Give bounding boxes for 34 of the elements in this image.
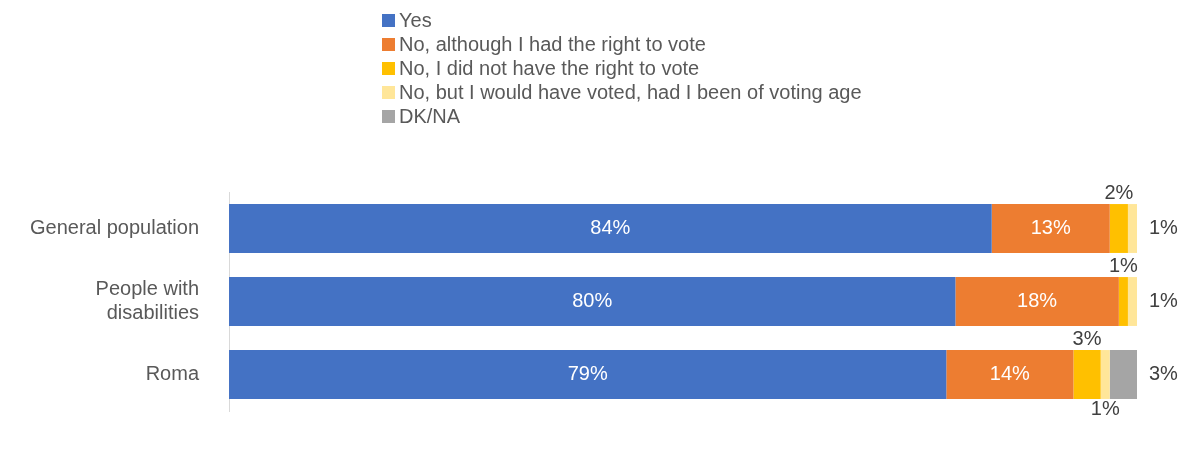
- bar: [1127, 204, 1137, 253]
- bar: [229, 277, 956, 326]
- data-label: 1%: [1149, 216, 1179, 239]
- bar: [955, 277, 1119, 326]
- bar: [229, 204, 992, 253]
- bar: [1073, 350, 1101, 399]
- data-label: 14%: [989, 362, 1031, 385]
- y-tick-label: Roma: [145, 362, 200, 385]
- data-label: 1%: [1090, 397, 1120, 420]
- legend-label: Yes: [399, 8, 432, 32]
- data-label: 3%: [1149, 362, 1179, 385]
- data-label: 13%: [1030, 216, 1071, 239]
- data-label: 3%: [1072, 326, 1102, 349]
- y-tick-label: People with disabilities: [95, 277, 200, 324]
- bar: [229, 350, 947, 399]
- data-label: 18%: [1017, 289, 1058, 312]
- bar: [1127, 277, 1137, 326]
- data-label: 80%: [572, 289, 613, 312]
- bar: [1109, 350, 1137, 399]
- bar: [991, 204, 1110, 253]
- bar: [946, 350, 1074, 399]
- data-label: 1%: [1108, 253, 1139, 276]
- legend-label: No, although I had the right to vote: [399, 32, 706, 56]
- data-label: 1%: [1149, 289, 1179, 312]
- data-label: 79%: [567, 362, 608, 385]
- legend-label: DK/NA: [399, 104, 461, 128]
- legend-label: No, I did not have the right to vote: [399, 56, 700, 80]
- data-label: 84%: [590, 216, 631, 239]
- bar: [1118, 277, 1128, 326]
- y-tick-label: General population: [30, 216, 200, 239]
- bar: [1100, 350, 1110, 399]
- data-label: 2%: [1104, 180, 1134, 203]
- legend-label: No, but I would have voted, had I been of voting age: [399, 80, 862, 104]
- bar: [1109, 204, 1128, 253]
